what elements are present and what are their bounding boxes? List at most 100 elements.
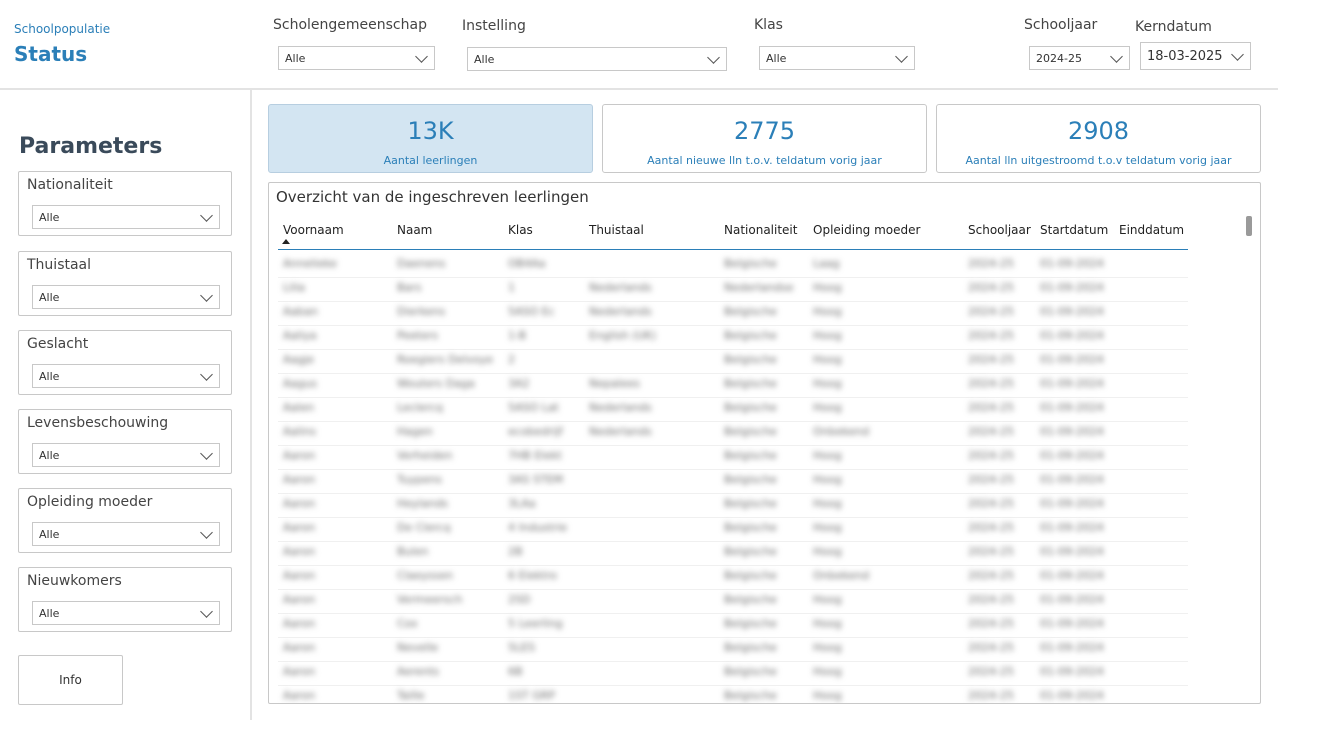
column-header-opleiding-moeder[interactable]: Opleiding moeder — [813, 223, 921, 237]
table-cell: 3A2 — [508, 377, 530, 390]
column-header-klas[interactable]: Klas — [508, 223, 533, 237]
param-label: Geslacht — [27, 336, 89, 352]
chevron-down-icon — [200, 289, 213, 302]
table-cell: Aaron — [283, 593, 316, 606]
filter-schooljaar-dropdown[interactable]: 2024-25 — [1029, 46, 1130, 70]
table-cell: 01-09-2024 — [1040, 545, 1104, 558]
table-row[interactable]: Aaban Dierkens 5ASO Ec Nederlands Belgische H… — [278, 301, 1188, 326]
table-row[interactable]: Aaron Nevelle 5LES Belgische Hoog 2024-25 01-0… — [278, 637, 1188, 662]
table-cell: 2024-25 — [968, 689, 1014, 702]
table-cell: 2024-25 — [968, 569, 1014, 582]
chevron-down-icon — [1231, 48, 1244, 61]
parameters-title: Parameters — [19, 134, 163, 159]
sort-ascending-icon — [282, 239, 290, 244]
table-row[interactable]: Aagje Roegiers Delvoye 2 Belgische Hoog 2024-… — [278, 349, 1188, 374]
param-nieuwkomers-dropdown[interactable]: Alle — [32, 601, 220, 625]
table-cell: 01-09-2024 — [1040, 473, 1104, 486]
column-header-naam[interactable]: Naam — [397, 223, 433, 237]
table-cell: Hoog — [813, 401, 842, 414]
column-header-nationaliteit[interactable]: Nationaliteit — [724, 223, 798, 237]
table-cell: 2024-25 — [968, 665, 1014, 678]
column-header-schooljaar[interactable]: Schooljaar — [968, 223, 1031, 237]
table-cell: Hoog — [813, 281, 842, 294]
table-row[interactable]: Aaron Heylands 3LAa Belgische Hoog 2024-25 01-… — [278, 493, 1188, 518]
table-row[interactable]: Aaron De Clercq 4 Industrie Belgische Hoog 20… — [278, 517, 1188, 542]
table-cell: Hoog — [813, 617, 842, 630]
filter-instelling-dropdown[interactable]: Alle — [467, 47, 727, 71]
table-row[interactable]: Aaron Cox 5 Leerling Belgische Hoog 2024-25 01… — [278, 613, 1188, 638]
column-header-einddatum[interactable]: Einddatum — [1119, 223, 1185, 237]
table-row[interactable]: Aaron Verheiden 7HB Elekt Belgische Hoog 2024… — [278, 445, 1188, 470]
table-row[interactable]: Aaron Taille 1ST GRP Belgische Hoog 2024-25 01… — [278, 685, 1188, 703]
table-cell: Verheiden — [397, 449, 453, 462]
column-header-thuistaal[interactable]: Thuistaal — [589, 223, 644, 237]
table-cell: 5ASO Lat — [508, 401, 559, 414]
table-cell: 01-09-2024 — [1040, 617, 1104, 630]
kpi-card-nieuwe-lln[interactable]: 2775 Aantal nieuwe lln t.o.v. teldatum v… — [602, 104, 927, 173]
table-cell: 2B — [508, 545, 523, 558]
table-cell: Onbekend — [813, 569, 870, 582]
filter-scholengemeenschap-dropdown[interactable]: Alle — [278, 46, 435, 70]
kpi-label: Aantal leerlingen — [383, 154, 478, 167]
table-cell: Daenens — [397, 257, 446, 270]
table-row[interactable]: Aaron Aerents 6B Belgische Hoog 2024-25 01-09-… — [278, 661, 1188, 686]
column-header-startdatum[interactable]: Startdatum — [1040, 223, 1109, 237]
table-cell: 01-09-2024 — [1040, 377, 1104, 390]
table-cell: 7HB Elekt — [508, 449, 562, 462]
table-row[interactable]: Aalen Leclercq 5ASO Lat Nederlands Belgische… — [278, 397, 1188, 422]
filter-kerndatum-dropdown[interactable]: 18-03-2025 — [1140, 42, 1251, 70]
table-cell: 6 Elektro — [508, 569, 557, 582]
table-row[interactable]: Aaron Bulen 2B Belgische Hoog 2024-25 01-09-20… — [278, 541, 1188, 566]
report-subtitle: Schoolpopulatie — [14, 22, 111, 36]
filter-klas-dropdown[interactable]: Alle — [759, 46, 915, 70]
table-row[interactable]: Aaron Tuypens 3AS STEM Belgische Hoog 2024-25… — [278, 469, 1188, 494]
param-nationaliteit-dropdown[interactable]: Alle — [32, 205, 220, 229]
info-button[interactable]: Info — [18, 655, 123, 705]
table-cell: 6B — [508, 665, 523, 678]
param-levensbeschouwing: Levensbeschouwing Alle — [18, 409, 232, 474]
table-cell: Hoog — [813, 305, 842, 318]
param-levensbeschouwing-dropdown[interactable]: Alle — [32, 443, 220, 467]
table-cell: 01-09-2024 — [1040, 449, 1104, 462]
table-cell: 3LAa — [508, 497, 536, 510]
table-row[interactable]: Aaron Vermeersch 2SD Belgische Hoog 2024-25 01… — [278, 589, 1188, 614]
table-cell: Annelieke — [283, 257, 337, 270]
chevron-down-icon — [707, 51, 720, 64]
table-scrollbar[interactable] — [1246, 216, 1252, 236]
dropdown-value: Alle — [39, 210, 60, 224]
param-label: Nationaliteit — [27, 177, 113, 193]
dropdown-value: Alle — [766, 51, 787, 65]
table-cell: Aaron — [283, 617, 316, 630]
table-row[interactable]: Annelieke Daenens OB4Aa Belgische Laag 2024-2… — [278, 253, 1188, 278]
table-cell: 2024-25 — [968, 377, 1014, 390]
table-cell: Aaban — [283, 305, 318, 318]
param-label: Opleiding moeder — [27, 494, 153, 510]
table-cell: Belgische — [724, 305, 777, 318]
table-cell: Hoog — [813, 473, 842, 486]
table-row[interactable]: Aaron Claeyssen 6 Elektro Belgische Onbekend… — [278, 565, 1188, 590]
param-geslacht-dropdown[interactable]: Alle — [32, 364, 220, 388]
table-cell: 2024-25 — [968, 353, 1014, 366]
table-row[interactable]: Aaliya Peeters 1-B English (UK) Belgische Hoo… — [278, 325, 1188, 350]
table-cell: Hoog — [813, 521, 842, 534]
filter-label-kerndatum: Kerndatum — [1135, 19, 1212, 35]
table-row[interactable]: Aalins Hagen ecobedrijf Nederlands Belgische… — [278, 421, 1188, 446]
table-row[interactable]: Lilia Bars 1 Nederlands Nederlandse Hoog 2024-… — [278, 277, 1188, 302]
kpi-card-uitgestroomd-lln[interactable]: 2908 Aantal lln uitgestroomd t.o.v telda… — [936, 104, 1261, 173]
table-cell: 01-09-2024 — [1040, 497, 1104, 510]
table-cell: Belgische — [724, 377, 777, 390]
param-opleiding-moeder-dropdown[interactable]: Alle — [32, 522, 220, 546]
table-cell: Nederlands — [589, 281, 652, 294]
table-cell: Leclercq — [397, 401, 443, 414]
table-cell: Nederlands — [589, 401, 652, 414]
table-cell: Dierkens — [397, 305, 446, 318]
students-table: Overzicht van de ingeschreven leerlingen… — [268, 182, 1261, 704]
table-row[interactable]: Aagus Wouters Daga 3A2 Nepalees Belgische Hoo… — [278, 373, 1188, 398]
param-thuistaal-dropdown[interactable]: Alle — [32, 285, 220, 309]
table-cell: Belgische — [724, 569, 777, 582]
table-cell: ecobedrijf — [508, 425, 563, 438]
column-header-voornaam[interactable]: Voornaam — [283, 223, 344, 237]
chevron-down-icon — [200, 368, 213, 381]
table-cell: Aaron — [283, 569, 316, 582]
kpi-card-aantal-leerlingen[interactable]: 13K Aantal leerlingen — [268, 104, 593, 173]
